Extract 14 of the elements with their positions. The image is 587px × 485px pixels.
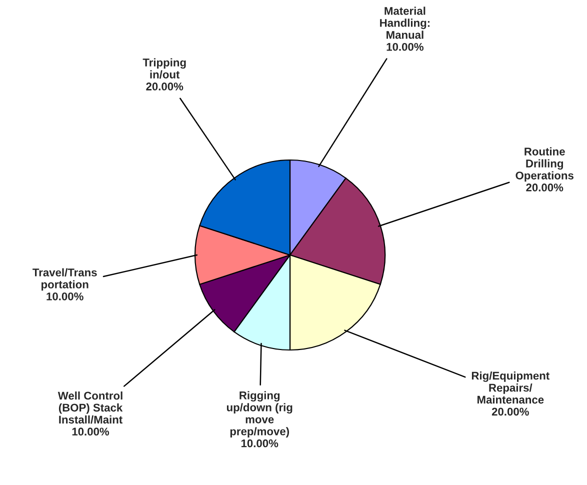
slice-label: Well Control (BOP) Stack Install/Maint <box>58 391 123 424</box>
slice-label: Material Handling: Manual <box>380 6 430 39</box>
data-label: 10.00% <box>241 439 278 448</box>
data-label: 20.00% <box>526 184 564 192</box>
data-label: 20.00% <box>492 408 529 416</box>
slice-label: Travel/Trans portation <box>32 268 97 291</box>
slice-label: Routine Drilling Operations <box>516 147 574 182</box>
data-label: 10.00% <box>386 42 424 51</box>
slice-label: Rig/Equipment Repairs/ Maintenance <box>472 371 550 404</box>
data-label: 10.00% <box>46 292 84 300</box>
data-label: 20.00% <box>146 82 184 90</box>
slice-label: Tripping in/out <box>142 58 186 79</box>
data-label: 10.00% <box>72 428 110 436</box>
slice-label: Rigging up/down (rig move prep/move) <box>226 391 292 438</box>
